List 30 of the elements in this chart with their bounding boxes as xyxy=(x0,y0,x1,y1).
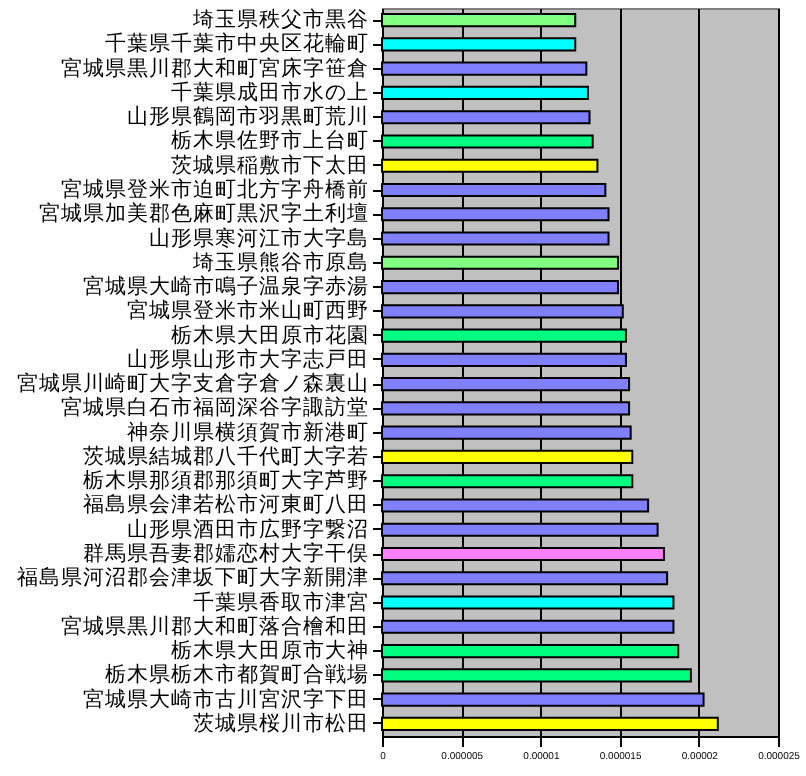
y-tick-label: 宮城県登米市米山町西野 xyxy=(127,297,369,324)
y-tick-label: 山形県山形市大字志戸田 xyxy=(127,345,369,372)
y-tick-label: 宮城県大崎市鳴子温泉字赤湯 xyxy=(83,273,369,300)
y-tick-label: 埼玉県秩父市黒谷 xyxy=(191,6,369,33)
y-tick-label: 栃木県栃木市都賀町合戦場 xyxy=(105,661,369,688)
y-tick-label: 千葉県香取市津宮 xyxy=(193,588,369,615)
y-tick-label: 山形県鶴岡市羽黒町荒川 xyxy=(127,103,369,130)
y-tick-label: 宮城県川崎町大字支倉字倉ノ森裏山 xyxy=(17,370,369,397)
y-tick-label: 栃木県佐野市上台町 xyxy=(171,127,369,154)
y-tick-label: 宮城県加美郡色麻町黒沢字土利壇 xyxy=(39,200,369,227)
y-tick-label: 福島県会津若松市河東町八田 xyxy=(83,491,369,518)
y-tick-label: 栃木県大田原市大神 xyxy=(171,637,369,664)
y-tick-label: 宮城県黒川郡大和町宮床字笹倉 xyxy=(61,54,369,81)
y-tick-label: 茨城県稲敷市下太田 xyxy=(171,151,369,178)
y-tick-label: 群馬県吾妻郡嬬恋村大字干俣 xyxy=(83,540,369,566)
y-tick-label: 栃木県那須郡那須町大字芦野 xyxy=(83,467,369,494)
y-tick-label: 宮城県黒川郡大和町落合檜和田 xyxy=(61,612,369,639)
y-tick-label: 千葉県成田市水の上 xyxy=(171,78,369,105)
y-tick-label: 宮城県大崎市古川宮沢字下田 xyxy=(83,685,369,712)
y-tick-label: 茨城県桜川市松田 xyxy=(193,709,369,736)
y-tick-label: 埼玉県熊谷市原島 xyxy=(191,248,369,275)
y-tick-label: 茨城県結城郡八千代町大字若 xyxy=(83,442,369,469)
y-tick-label: 千葉県千葉市中央区花輪町 xyxy=(105,30,369,57)
y-tick-label: 山形県寒河江市大字島 xyxy=(149,224,369,251)
y-tick-label: 宮城県白石市福岡深谷字諏訪堂 xyxy=(61,394,369,421)
y-tick-label: 宮城県登米市迫町北方字舟橋前 xyxy=(61,176,369,202)
y-tick-label: 神奈川県横須賀市新港町 xyxy=(127,418,369,445)
y-tick-label: 栃木県大田原市花園 xyxy=(171,321,369,348)
y-tick-label: 福島県河沼郡会津坂下町大字新開津 xyxy=(17,564,369,591)
y-tick-label: 山形県酒田市広野字繋沼 xyxy=(127,515,369,542)
